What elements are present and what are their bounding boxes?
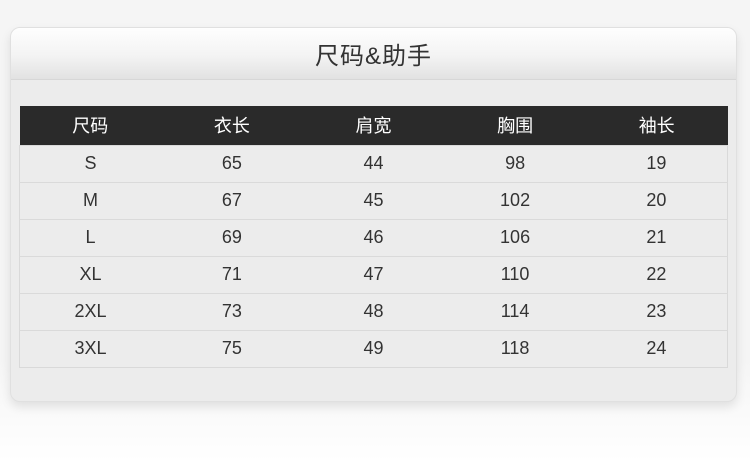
cell-value: 21 [585,219,728,256]
cell-size: 3XL [19,330,162,367]
size-table-body: S 65 44 98 19 M 67 45 102 20 L 69 46 [19,145,728,367]
table-row: XL 71 47 110 22 [19,256,728,293]
card-body: 尺码 衣长 肩宽 胸围 袖长 S 65 44 98 19 M 67 [11,80,736,368]
size-helper-card: 尺码&助手 尺码 衣长 肩宽 胸围 袖长 S 65 44 98 19 [10,27,737,402]
cell-size: S [19,145,162,182]
cell-value: 65 [161,145,303,182]
cell-value: 22 [585,256,728,293]
table-header-row: 尺码 衣长 肩宽 胸围 袖长 [19,106,728,145]
cell-value: 48 [302,293,445,330]
cell-value: 47 [302,256,445,293]
cell-value: 102 [444,182,586,219]
table-row: 2XL 73 48 114 23 [19,293,728,330]
page-title: 尺码&助手 [314,43,432,70]
cell-value: 98 [444,145,586,182]
cell-value: 69 [161,219,303,256]
cell-value: 106 [444,219,586,256]
table-row: 3XL 75 49 118 24 [19,330,728,367]
card-header: 尺码&助手 [11,28,736,80]
table-row: L 69 46 106 21 [19,219,728,256]
cell-size: M [19,182,162,219]
cell-value: 67 [161,182,303,219]
cell-value: 45 [302,182,445,219]
cell-value: 73 [161,293,303,330]
cell-size: XL [19,256,162,293]
cell-value: 114 [444,293,586,330]
cell-value: 24 [585,330,728,367]
cell-value: 20 [585,182,728,219]
size-table: 尺码 衣长 肩宽 胸围 袖长 S 65 44 98 19 M 67 [19,106,728,368]
size-table-head: 尺码 衣长 肩宽 胸围 袖长 [19,106,728,145]
column-header-size: 尺码 [19,106,162,145]
column-header-length: 衣长 [161,106,303,145]
cell-value: 75 [161,330,303,367]
cell-value: 46 [302,219,445,256]
table-row: S 65 44 98 19 [19,145,728,182]
cell-value: 110 [444,256,586,293]
table-row: M 67 45 102 20 [19,182,728,219]
cell-value: 71 [161,256,303,293]
cell-value: 19 [585,145,728,182]
cell-size: 2XL [19,293,162,330]
column-header-chest: 胸围 [444,106,586,145]
cell-value: 118 [444,330,586,367]
cell-size: L [19,219,162,256]
column-header-sleeve: 袖长 [585,106,728,145]
cell-value: 44 [302,145,445,182]
column-header-shoulder: 肩宽 [302,106,445,145]
cell-value: 49 [302,330,445,367]
cell-value: 23 [585,293,728,330]
